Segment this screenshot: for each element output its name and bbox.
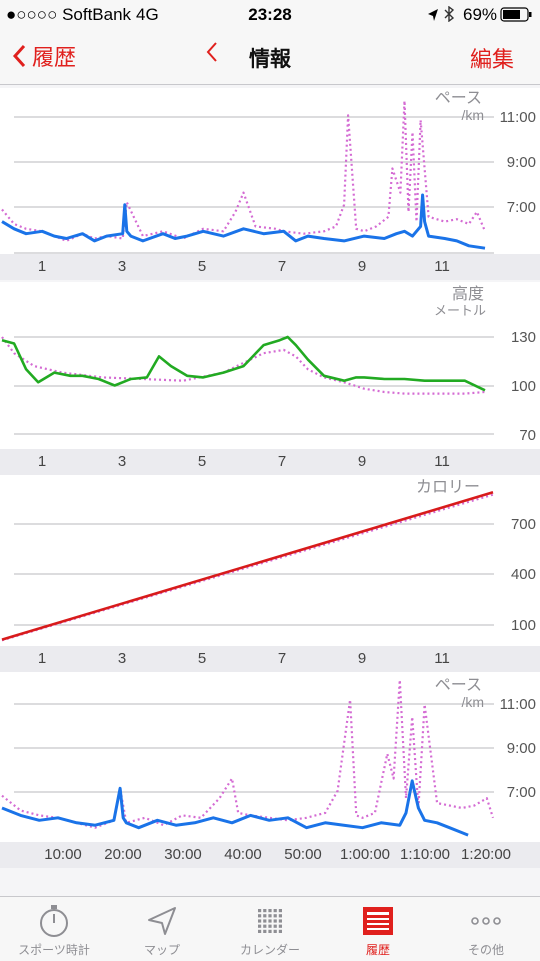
series-line-current [1,491,494,641]
chart-label: ペース [435,90,482,107]
y-tick: 11:00 [500,109,536,126]
calendar-grid-icon [258,909,282,933]
tab-history[interactable]: 履歴 [324,897,432,961]
previous-button[interactable] [205,40,219,69]
x-axis-distance: 1 3 5 7 9 11 [0,646,540,672]
x-tick: 20:00 [104,846,142,863]
calorie-chart: カロリー 700 400 100 [0,475,540,646]
x-tick: 3 [117,650,127,667]
pace-time-chart: ペース /km 11:00 9:00 7:00 [0,672,540,842]
x-tick: 9 [357,453,367,470]
back-button[interactable]: 履歴 [12,40,76,72]
edit-button[interactable]: 編集 [469,47,514,72]
elevation-chart-svg: 高度 メートル 130 100 70 [1,285,536,444]
tab-label: スポーツ時計 [18,943,90,957]
more-icon [471,917,501,925]
chevron-left-icon [206,42,217,62]
x-tick: 1:20:00 [460,846,512,863]
x-tick: 10:00 [44,846,82,863]
y-tick: 100 [511,378,536,395]
battery-icon [500,7,532,22]
x-tick: 7 [277,453,287,470]
x-tick: 3 [117,453,127,470]
navigation-bar: 履歴 情報 編集 [0,30,540,85]
chart-unit: メートル [434,303,486,318]
clock-time: 23:28 [248,5,292,24]
network-label: 4G [136,5,159,24]
y-tick: 11:00 [500,696,536,713]
y-tick: 7:00 [507,784,536,801]
chevron-left-icon [12,44,26,68]
x-tick: 40:00 [224,846,262,863]
y-tick: 130 [511,329,536,346]
back-label: 履歴 [32,45,77,70]
y-tick: 100 [511,617,536,634]
x-tick: 1 [37,453,47,470]
tab-label: 履歴 [365,943,390,957]
x-tick: 5 [197,258,207,275]
tab-label: カレンダー [239,943,300,957]
y-tick: 400 [511,566,536,583]
chart-label: ペース [435,677,482,694]
carrier-label: ●○○○○ SoftBank [6,5,132,24]
x-tick: 1:00:00 [339,846,391,863]
series-line-current [1,335,486,392]
status-bar: ●○○○○ SoftBank 4G 23:28 69% [0,0,540,30]
x-tick: 50:00 [284,846,322,863]
pace-time-chart-svg: ペース /km 11:00 9:00 7:00 [1,677,536,837]
tab-label: その他 [467,943,504,957]
bluetooth-icon [444,6,454,22]
x-tick: 30:00 [164,846,202,863]
series-line-current [1,779,469,837]
elevation-chart: 高度 メートル 130 100 70 [0,282,540,449]
x-tick: 9 [357,258,367,275]
x-tick: 1 [37,650,47,667]
page-title: 情報 [249,48,291,71]
chart-unit: /km [461,694,484,710]
chart-unit: /km [461,107,484,123]
y-tick: 700 [511,516,536,533]
tab-calendar[interactable]: カレンダー [216,897,324,961]
location-arrow-icon [428,9,438,21]
tab-label: マップ [143,943,180,957]
series-line-comparison [1,99,487,242]
tab-bar: スポーツ時計 マップ カレンダー 履歴 その他 [0,896,540,961]
chart-label: 高度 [452,285,484,303]
tab-more[interactable]: その他 [432,897,540,961]
x-tick: 1 [37,258,47,275]
battery-percent: 69% [463,5,498,24]
x-tick: 5 [197,650,207,667]
x-axis-distance: 1 3 5 7 9 11 [0,254,540,280]
location-arrow-icon [148,907,176,935]
y-tick: 9:00 [507,740,536,757]
x-tick: 11 [434,453,450,470]
y-tick: 9:00 [507,154,536,171]
y-tick: 7:00 [507,199,536,216]
x-axis-distance: 1 3 5 7 9 11 [0,449,540,475]
history-icon [363,907,393,935]
y-tick: 70 [519,427,536,444]
x-tick: 11 [434,258,450,275]
series-line-current [1,193,486,250]
x-tick: 1:10:00 [399,846,451,863]
calorie-chart-svg: カロリー 700 400 100 [1,479,536,642]
chart-label: カロリー [416,479,480,496]
tab-sports-watch[interactable]: スポーツ時計 [0,897,108,961]
x-tick: 7 [277,650,287,667]
tab-map[interactable]: マップ [108,897,216,961]
pace-distance-chart-svg: ペース /km 11:00 9:00 7:00 [1,90,536,254]
pace-distance-chart: ペース /km 11:00 9:00 7:00 [0,88,540,254]
stopwatch-icon [40,905,68,937]
x-axis-time: 10:00 20:00 30:00 40:00 50:00 1:00:00 1:… [0,842,540,868]
x-tick: 9 [357,650,367,667]
x-tick: 7 [277,258,287,275]
x-tick: 3 [117,258,127,275]
x-tick: 11 [434,650,450,667]
x-tick: 5 [197,453,207,470]
